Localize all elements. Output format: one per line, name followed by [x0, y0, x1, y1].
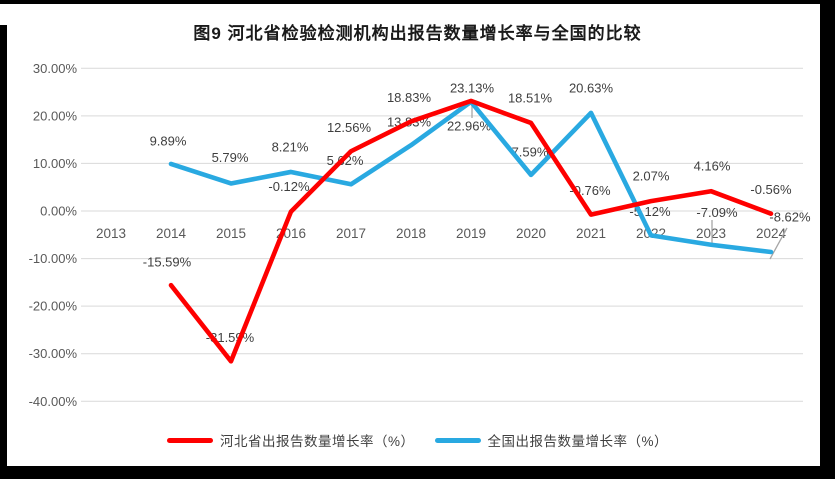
x-tick-label: 2020 [516, 226, 546, 241]
series-line-hebei [168, 98, 774, 364]
data-label: -8.62% [769, 210, 811, 225]
legend-item-national: 全国出报告数量增长率（%） [434, 430, 669, 450]
y-tick-label: 20.00% [33, 108, 78, 123]
legend-label-hebei: 河北省出报告数量增长率（%） [219, 434, 415, 449]
data-label: -15.59% [143, 255, 192, 270]
x-tick-label: 2024 [756, 226, 787, 241]
x-tick-label: 2013 [96, 226, 126, 241]
y-tick-label: -10.00% [29, 251, 78, 266]
y-tick-label: -40.00% [29, 394, 78, 409]
y-tick-label: -30.00% [29, 346, 78, 361]
data-label: 8.21% [272, 139, 309, 154]
data-label: -7.09% [696, 205, 738, 220]
y-tick-label: 30.00% [33, 61, 78, 76]
legend: 河北省出报告数量增长率（%） 全国出报告数量增长率（%） [0, 430, 835, 450]
data-label: 2.07% [633, 169, 670, 184]
legend-label-national: 全国出报告数量增长率（%） [487, 434, 669, 449]
screenshot-border-right [820, 0, 835, 479]
data-label: 9.89% [150, 133, 187, 148]
y-tick-label: -20.00% [29, 299, 78, 314]
data-label: 23.13% [450, 80, 495, 95]
x-tick-label: 2017 [336, 226, 366, 241]
x-tick-label: 2021 [576, 226, 606, 241]
data-label: 22.96% [447, 118, 492, 133]
x-tick-label: 2018 [396, 226, 426, 241]
x-tick-label: 2023 [696, 226, 726, 241]
screenshot-border-left [0, 25, 7, 479]
data-label: 18.51% [508, 90, 553, 105]
data-label: 12.56% [327, 120, 372, 135]
legend-line-swatch-red [166, 437, 213, 443]
y-tick-label: 0.00% [40, 204, 77, 219]
x-tick-label: 2014 [156, 226, 187, 241]
data-label: 18.83% [387, 90, 432, 105]
data-label: -0.56% [750, 182, 792, 197]
screenshot-border-bottom [0, 466, 835, 479]
label-leader-line [769, 227, 788, 260]
x-tick-label: 2015 [216, 226, 246, 241]
legend-item-hebei: 河北省出报告数量增长率（%） [166, 430, 415, 450]
data-label: 7.59% [512, 144, 549, 159]
chart-title: 图9 河北省检验检测机构出报告数量增长率与全国的比较 [193, 24, 642, 43]
data-label: 4.16% [694, 159, 731, 174]
data-label: -0.12% [268, 179, 310, 194]
legend-line-swatch-blue [434, 437, 481, 443]
data-label: 5.79% [212, 150, 249, 165]
x-tick-label: 2019 [456, 226, 486, 241]
screenshot-border-top [0, 0, 835, 4]
data-label: 20.63% [569, 80, 614, 95]
y-tick-label: 10.00% [33, 156, 78, 171]
